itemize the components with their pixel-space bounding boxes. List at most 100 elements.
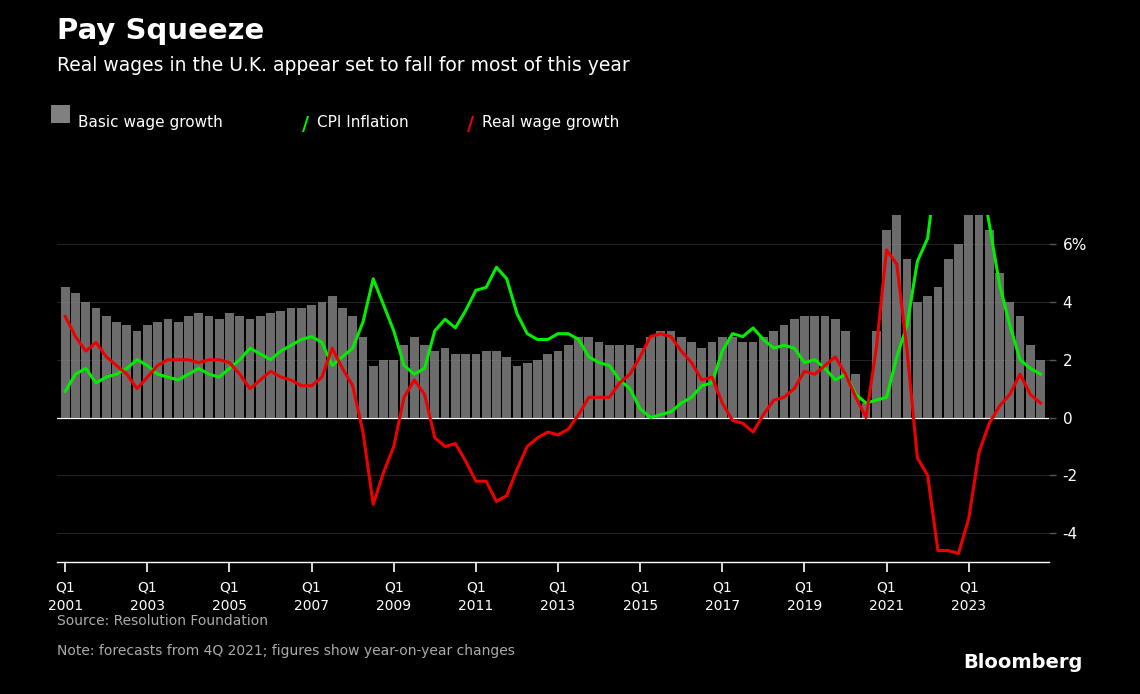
Bar — [1036, 359, 1045, 418]
Bar — [995, 273, 1004, 418]
Text: Note: forecasts from 4Q 2021; figures show year-on-year changes: Note: forecasts from 4Q 2021; figures sh… — [57, 644, 515, 658]
Bar — [277, 311, 285, 418]
Bar — [1005, 302, 1015, 418]
Bar — [831, 319, 839, 418]
Bar — [923, 296, 933, 418]
Bar — [739, 342, 747, 418]
Bar — [359, 337, 367, 418]
Bar — [882, 230, 891, 418]
Bar — [595, 342, 603, 418]
Bar — [616, 346, 624, 418]
Bar — [862, 403, 871, 418]
Bar — [554, 351, 562, 418]
Bar — [462, 354, 470, 418]
Bar — [944, 259, 953, 418]
Text: Basic wage growth: Basic wage growth — [78, 115, 222, 130]
Bar — [954, 244, 963, 418]
Bar — [708, 342, 716, 418]
Bar — [780, 325, 788, 418]
Bar — [91, 307, 100, 418]
Bar — [687, 342, 695, 418]
Bar — [872, 331, 881, 418]
Bar — [122, 325, 131, 418]
Bar — [564, 346, 572, 418]
Bar — [503, 357, 511, 418]
Bar — [132, 331, 141, 418]
Bar — [605, 346, 613, 418]
Text: /: / — [467, 115, 474, 133]
Bar — [841, 331, 850, 418]
Bar — [667, 331, 675, 418]
Text: /: / — [302, 115, 309, 133]
Bar — [421, 346, 429, 418]
Bar — [431, 351, 439, 418]
Bar — [287, 307, 295, 418]
Bar — [400, 346, 408, 418]
Bar — [153, 322, 162, 418]
Bar — [380, 359, 388, 418]
Bar — [677, 337, 685, 418]
Bar — [646, 337, 654, 418]
Bar — [698, 348, 706, 418]
Bar — [482, 351, 490, 418]
Bar — [163, 319, 172, 418]
Bar — [749, 342, 757, 418]
Bar — [142, 325, 152, 418]
Bar — [790, 319, 798, 418]
Bar — [441, 348, 449, 418]
Bar — [328, 296, 336, 418]
Bar — [1026, 346, 1035, 418]
Bar — [800, 316, 808, 418]
Bar — [298, 307, 306, 418]
Bar — [112, 322, 121, 418]
Text: Real wage growth: Real wage growth — [482, 115, 619, 130]
Bar — [255, 316, 264, 418]
Bar — [718, 337, 726, 418]
Bar — [975, 201, 984, 418]
Bar — [626, 346, 634, 418]
Bar — [410, 337, 418, 418]
Bar — [728, 337, 736, 418]
Text: Source: Resolution Foundation: Source: Resolution Foundation — [57, 614, 268, 628]
Bar — [194, 314, 203, 418]
Text: Bloomberg: Bloomberg — [963, 653, 1083, 672]
Bar — [81, 302, 90, 418]
Bar — [349, 316, 357, 418]
Bar — [534, 359, 541, 418]
Bar — [492, 351, 500, 418]
Bar — [308, 305, 316, 418]
Bar — [934, 287, 943, 418]
Bar — [214, 319, 223, 418]
Text: Pay Squeeze: Pay Squeeze — [57, 17, 264, 45]
Bar — [235, 316, 244, 418]
Bar — [173, 322, 182, 418]
Bar — [893, 203, 902, 418]
Bar — [318, 302, 326, 418]
Bar — [903, 259, 912, 418]
Bar — [369, 366, 377, 418]
Bar — [472, 354, 480, 418]
Bar — [339, 307, 347, 418]
Bar — [225, 314, 234, 418]
Bar — [657, 331, 665, 418]
Bar — [184, 316, 193, 418]
Text: CPI Inflation: CPI Inflation — [317, 115, 408, 130]
Bar — [451, 354, 459, 418]
Bar — [821, 316, 829, 418]
Bar — [585, 337, 593, 418]
Bar — [964, 215, 974, 418]
Bar — [852, 374, 861, 418]
Bar — [913, 302, 922, 418]
Bar — [60, 287, 70, 418]
Bar — [985, 230, 994, 418]
Bar — [575, 337, 583, 418]
Bar — [544, 354, 552, 418]
Bar — [390, 359, 398, 418]
Bar — [1016, 316, 1025, 418]
Bar — [770, 331, 777, 418]
Bar — [759, 337, 767, 418]
Bar — [71, 294, 80, 418]
Bar — [204, 316, 213, 418]
Bar — [513, 366, 521, 418]
Bar — [636, 348, 644, 418]
